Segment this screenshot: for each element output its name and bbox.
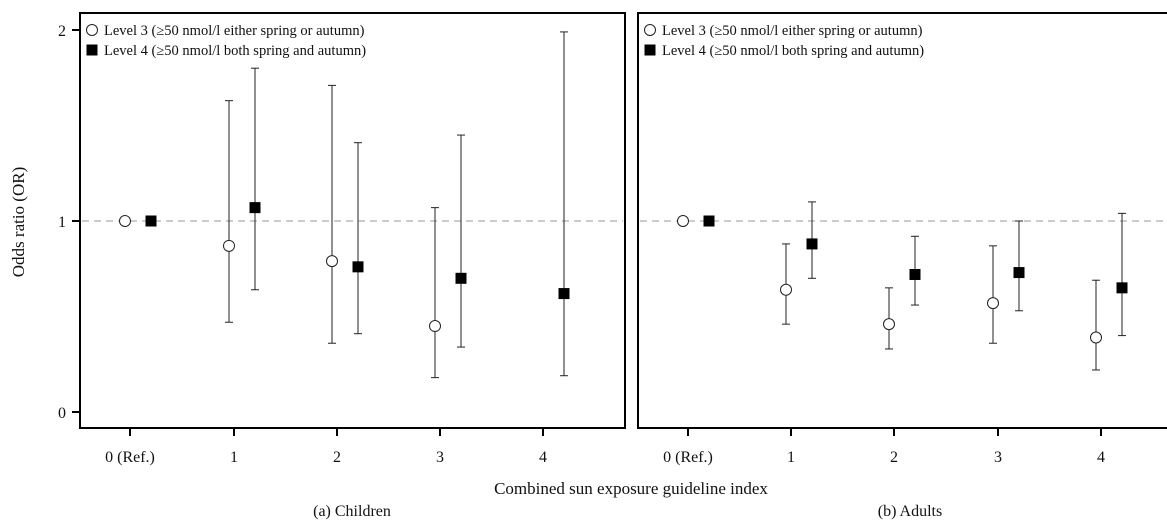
legend-open-circle-marker: [644, 24, 656, 36]
level4-error-bar: [354, 142, 362, 335]
level3-point: [987, 297, 999, 310]
level3-error-bar: [225, 100, 233, 323]
x-tick-label: 4: [539, 449, 547, 466]
level3-error-bar: [1092, 279, 1100, 371]
level3-point: [429, 320, 441, 333]
level4-error-bar: [560, 31, 568, 377]
level3-point: [223, 239, 235, 252]
level3-point: [119, 215, 131, 227]
level3-point: [883, 318, 895, 331]
legend-level4-label: Level 4 (≥50 nmol/l both spring and autu…: [104, 43, 366, 59]
level4-error-bar: [1015, 220, 1023, 312]
panel-adults-title: (b) Adults: [878, 503, 942, 520]
legend-level3-label: Level 3 (≥50 nmol/l either spring or aut…: [104, 23, 365, 39]
level4-point: [806, 238, 818, 250]
level3-error-bar: [328, 84, 336, 344]
y-tick-label: 0: [58, 405, 66, 422]
y-tick-label: 1: [58, 214, 66, 231]
level3-point: [1090, 331, 1102, 344]
legend-filled-square-marker: [644, 44, 656, 56]
x-tick-label: 0 (Ref.): [105, 449, 155, 466]
legend-filled-square-marker: [86, 44, 98, 56]
level4-point: [1116, 282, 1128, 294]
panel-children-title: (a) Children: [313, 503, 391, 520]
panel-adults: 0 (Ref.) 1 2 3 4 Level 3 (≥50 nmol/l either …: [637, 12, 1167, 520]
level3-error-bar: [989, 245, 997, 344]
x-tick-label: 3: [436, 449, 444, 466]
level4-point: [558, 288, 570, 300]
level4-error-bar: [457, 134, 465, 348]
level4-error-bar: [251, 67, 259, 291]
legend-level3-label: Level 3 (≥50 nmol/l either spring or aut…: [662, 23, 923, 39]
panel-children-legend: Level 3 (≥50 nmol/l either spring or aut…: [86, 23, 366, 59]
y-tick-label: 2: [58, 23, 66, 40]
level3-error-bar: [431, 207, 439, 379]
panel-adults-legend: Level 3 (≥50 nmol/l either spring or aut…: [644, 23, 924, 59]
level3-point: [677, 215, 689, 227]
level4-point: [455, 272, 467, 284]
level4-point: [249, 202, 261, 214]
level4-point: [703, 215, 715, 227]
panel-children: 0 1 2 0 (Ref.) 1 2 3 4 Level 3 (≥50 nmol/l eith…: [58, 12, 626, 520]
x-tick-label: 1: [230, 449, 238, 466]
level3-point: [326, 255, 338, 268]
x-tick-label: 3: [994, 449, 1002, 466]
x-tick-label: 2: [333, 449, 341, 466]
level3-point: [780, 283, 792, 296]
x-tick-label: 0 (Ref.): [663, 449, 713, 466]
x-tick-label: 1: [787, 449, 795, 466]
level4-point: [352, 261, 364, 273]
y-axis-title: Odds ratio (OR): [9, 167, 28, 277]
level4-error-bar: [1118, 212, 1126, 337]
panel-adults-plot: 0 (Ref.) 1 2 3 4: [640, 201, 1167, 466]
panel-adults-frame: [637, 12, 1167, 429]
x-tick-label: 4: [1097, 449, 1105, 466]
legend-open-circle-marker: [86, 24, 98, 36]
level4-point: [909, 268, 921, 280]
x-axis-title: Combined sun exposure guideline index: [494, 479, 768, 498]
x-tick-label: 2: [890, 449, 898, 466]
panel-children-plot: 0 1 2 0 (Ref.) 1 2 3 4: [58, 23, 623, 466]
level4-point: [145, 215, 157, 227]
level4-point: [1013, 267, 1025, 279]
legend-level4-label: Level 4 (≥50 nmol/l both spring and autu…: [662, 43, 924, 59]
